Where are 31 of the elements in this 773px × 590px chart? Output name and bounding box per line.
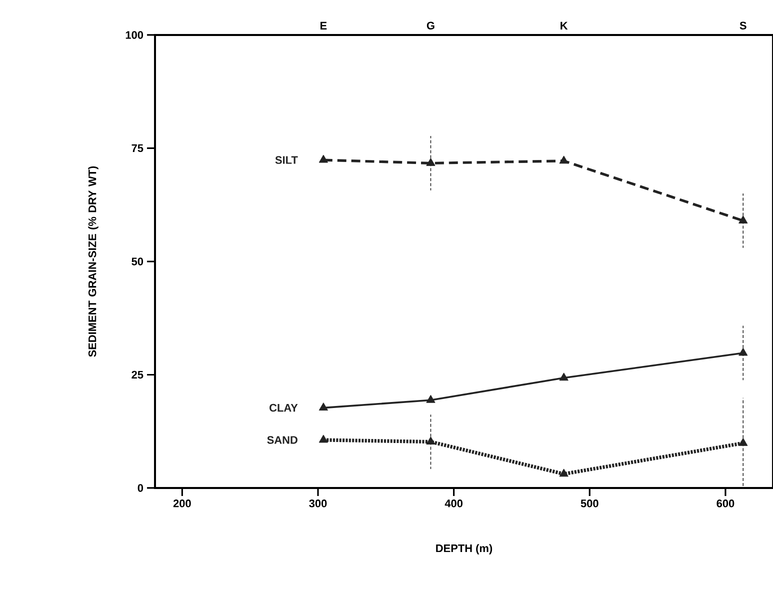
y-tick-label: 25 [132,370,144,379]
y-tick-label: 75 [132,144,144,152]
series-label: SAND [267,436,298,444]
point [318,154,328,163]
x-axis-title: DEPTH (m) [436,544,492,554]
y-tick-label: 0 [138,484,144,492]
y-tick-label: 50 [132,258,144,266]
series-label: CLAY [270,404,298,412]
y-axis-title: SEDIMENT GRAIN-SIZE (% DRY WT) [88,166,98,357]
y-tick-label: 100 [126,31,144,39]
point [559,468,568,477]
x-tick-label: 300 [309,500,327,508]
text: E [320,22,327,30]
point [318,434,328,443]
point [738,348,748,356]
point [559,156,568,164]
point [738,215,748,224]
x-tick-label: 400 [444,500,463,508]
x-tick-label: 500 [580,500,598,508]
point [318,402,328,411]
text: S [740,22,746,30]
text: G [426,22,434,30]
point [426,394,436,403]
point [738,438,748,446]
point [426,436,436,445]
x-tick-label: 600 [716,500,734,508]
point [426,158,436,166]
series-label: SILT [275,156,298,164]
x-tick-label: 200 [173,500,191,508]
point [559,372,568,381]
text: K [560,22,568,30]
